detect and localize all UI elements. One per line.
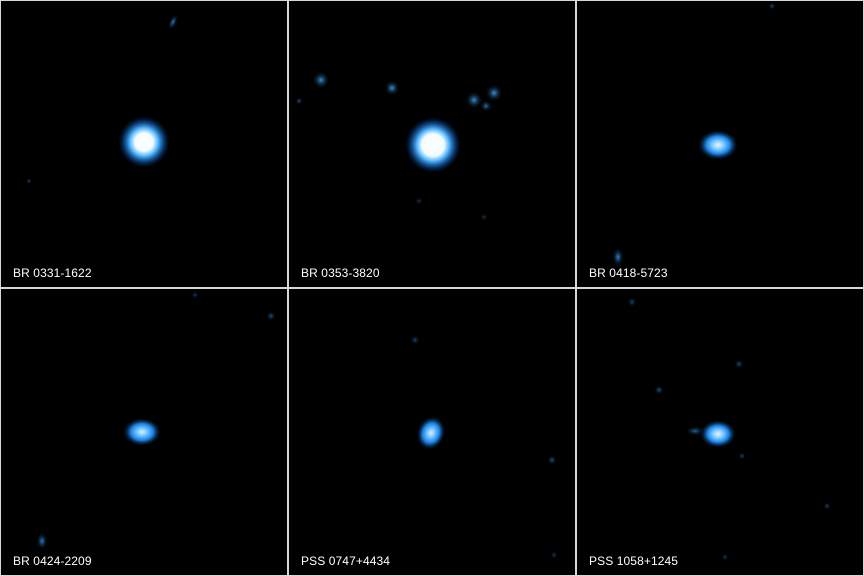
faint-source <box>547 455 557 465</box>
faint-source <box>627 297 637 307</box>
panel-br-0331-1622: BR 0331-1622 <box>1 1 287 287</box>
faint-source <box>654 385 664 395</box>
faint-source <box>295 97 303 105</box>
faint-source <box>768 2 776 10</box>
xray-image <box>612 2 776 267</box>
faint-source <box>312 71 330 89</box>
faint-source <box>191 291 199 299</box>
quasar-source <box>405 117 461 173</box>
faint-source <box>738 452 746 460</box>
faint-source <box>612 247 624 267</box>
panel-label: BR 0353-3820 <box>301 266 380 280</box>
faint-source <box>167 13 179 31</box>
faint-source <box>26 178 32 184</box>
panel-br-0424-2209: BR 0424-2209 <box>1 289 287 575</box>
xray-image <box>295 71 503 221</box>
faint-source <box>721 553 729 561</box>
faint-source <box>384 80 400 96</box>
quasar-source <box>698 130 738 160</box>
quasar-source <box>123 418 161 446</box>
panel-label: BR 0331-1622 <box>13 266 92 280</box>
faint-source <box>480 213 488 221</box>
faint-source <box>823 502 831 510</box>
xray-image <box>410 335 558 559</box>
panel-br-0418-5723: BR 0418-5723 <box>577 1 863 287</box>
faint-source <box>485 84 503 102</box>
quasar-source <box>118 116 170 168</box>
faint-source <box>36 532 48 550</box>
faint-source <box>410 335 420 345</box>
faint-source <box>415 197 423 205</box>
panel-br-0353-3820: BR 0353-3820 <box>289 1 575 287</box>
quasar-source <box>416 416 446 450</box>
panel-label: BR 0424-2209 <box>13 554 92 568</box>
quasar-source <box>700 420 736 448</box>
panel-label: BR 0418-5723 <box>589 266 668 280</box>
faint-source <box>550 551 558 559</box>
panel-label: PSS 1058+1245 <box>589 554 679 568</box>
faint-source <box>465 91 483 109</box>
faint-source <box>266 311 276 321</box>
panel-pss-1058-1245: PSS 1058+1245 <box>577 289 863 575</box>
faint-source <box>685 426 705 436</box>
xray-image <box>627 297 831 561</box>
xray-image <box>36 291 276 550</box>
faint-source <box>480 100 492 112</box>
panel-label: PSS 0747+4434 <box>301 554 391 568</box>
xray-image <box>26 13 179 184</box>
faint-source <box>734 359 744 369</box>
panel-pss-0747-4434: PSS 0747+4434 <box>289 289 575 575</box>
